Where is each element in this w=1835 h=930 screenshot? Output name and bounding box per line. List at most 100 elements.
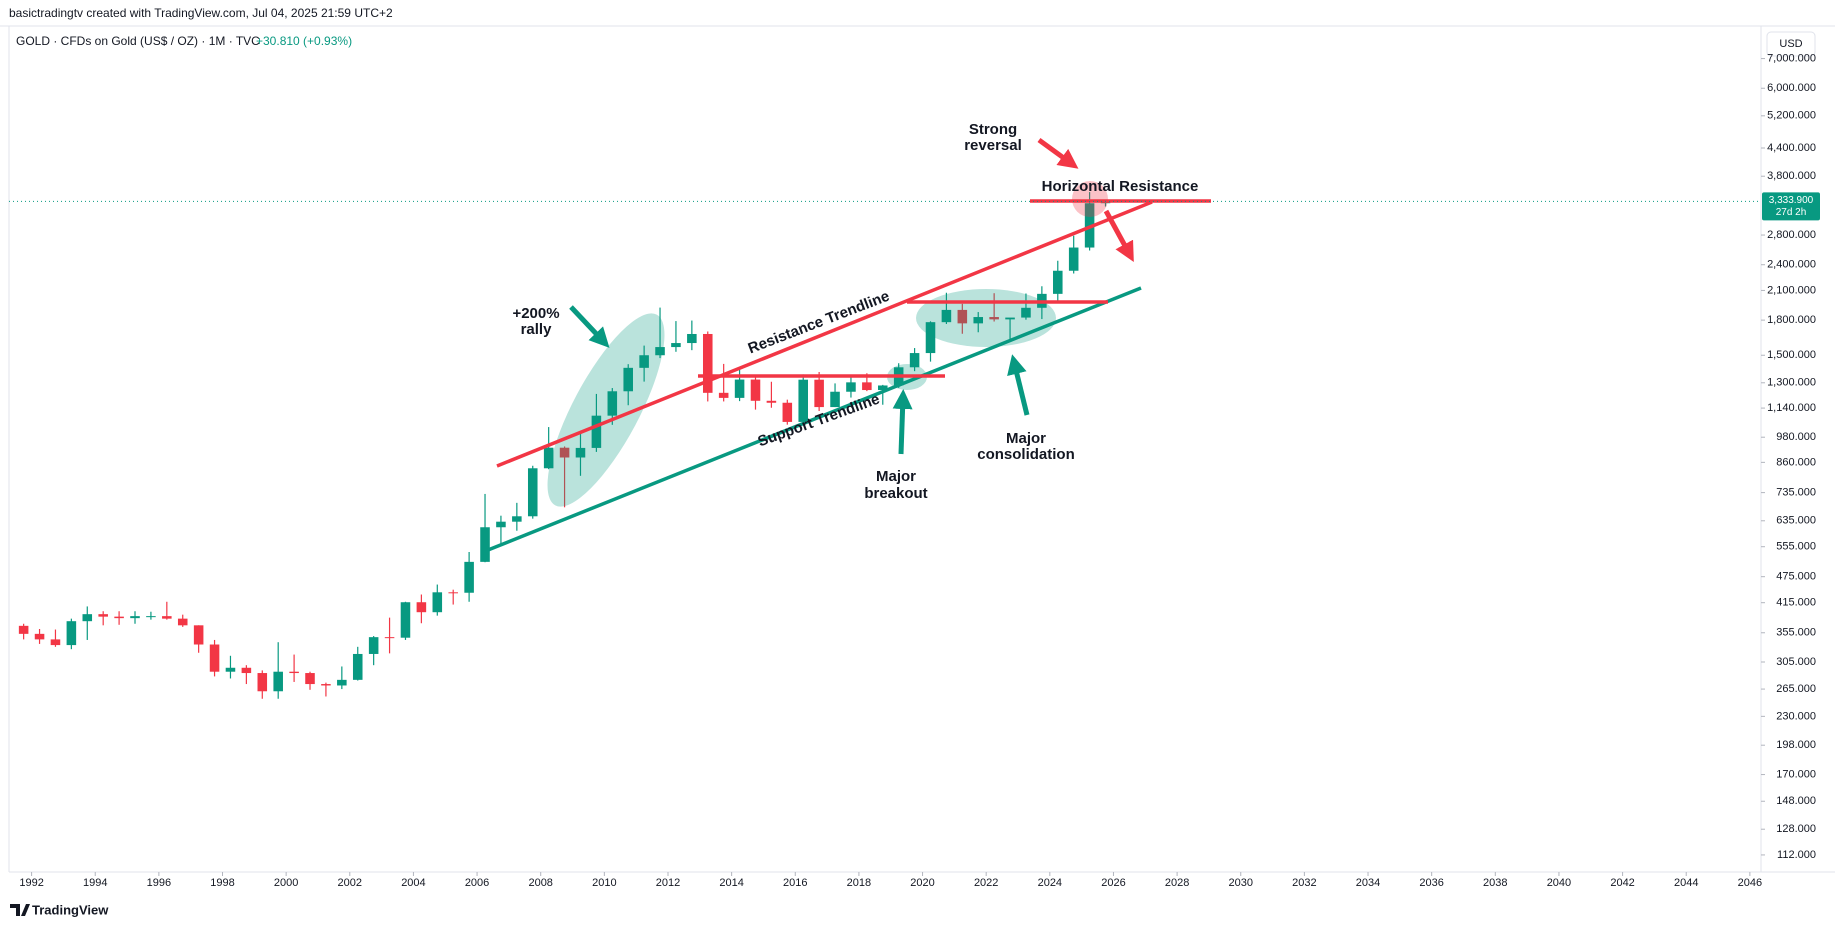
x-tick-label: 2026 (1101, 877, 1125, 889)
x-tick-label: 2020 (910, 877, 934, 889)
x-tick-label: 2016 (783, 877, 807, 889)
candle-body (591, 415, 602, 448)
candle-body (352, 653, 363, 680)
candle-body (146, 616, 156, 618)
x-tick-label: 1994 (83, 877, 107, 889)
y-tick-label: 230.000 (1776, 710, 1816, 722)
candle-body (1005, 317, 1015, 320)
candle-body (18, 625, 29, 634)
candle-body (241, 667, 252, 674)
x-tick-label: 2030 (1229, 877, 1253, 889)
candle-body (909, 353, 920, 368)
annotation: Strong (969, 121, 1017, 138)
x-tick-label: 2014 (719, 877, 743, 889)
x-tick-label: 2000 (274, 877, 298, 889)
y-tick-label: 265.000 (1776, 683, 1816, 695)
candle-body (973, 317, 984, 324)
candle-body (607, 391, 618, 416)
support-trendline (487, 286, 1142, 552)
y-tick-label: 2,100.000 (1767, 284, 1816, 296)
candle-body (512, 516, 522, 522)
annotation: Major (1006, 430, 1046, 447)
candle-body (305, 673, 315, 685)
candle-body (34, 633, 45, 640)
x-tick-label: 1998 (210, 877, 234, 889)
candle-body (957, 309, 968, 324)
x-tick-label: 2024 (1038, 877, 1062, 889)
currency-button[interactable] (1766, 31, 1816, 57)
candle-body (798, 379, 808, 422)
candle-body (527, 468, 538, 517)
candle-body (177, 618, 188, 626)
candle-body (718, 392, 729, 398)
credit: basictradingtv created with TradingView.… (9, 6, 393, 20)
x-tick-label: 1992 (19, 877, 43, 889)
candle-body (114, 616, 124, 619)
annotation: consolidation (977, 446, 1075, 463)
x-tick-label: 2044 (1674, 877, 1698, 889)
brand-logo[interactable]: TradingView (10, 902, 109, 917)
candle-body (559, 447, 570, 458)
candle-body (639, 355, 649, 368)
y-tick-label: 6,000.000 (1767, 82, 1816, 94)
candle-body (130, 616, 140, 619)
candle-body (925, 322, 936, 354)
y-tick-label: 635.000 (1776, 515, 1816, 527)
y-tick-label: 555.000 (1776, 541, 1816, 553)
y-tick-label: 3,800.000 (1767, 170, 1816, 182)
candle-body (337, 679, 347, 686)
candle-body (655, 347, 665, 356)
countdown: 27d 2h (1776, 207, 1807, 218)
brand[interactable]: TradingView (32, 902, 109, 917)
y-tick-label: 4,400.000 (1767, 142, 1816, 154)
x-tick-label: 2036 (1419, 877, 1443, 889)
y-tick-label: 198.000 (1776, 739, 1816, 751)
candle-body (50, 639, 61, 646)
candle-body (1068, 247, 1079, 271)
y-tick-label: 1,300.000 (1767, 377, 1816, 389)
candle-body (1053, 270, 1063, 294)
candle-body (1021, 307, 1031, 318)
y-tick-label: 735.000 (1776, 487, 1816, 499)
candle-body (384, 637, 395, 639)
y-tick-label: 475.000 (1776, 571, 1816, 583)
y-tick-label: 1,500.000 (1767, 349, 1816, 361)
candle-body (400, 602, 411, 638)
x-tick-label: 2008 (528, 877, 552, 889)
y-tick-label: 415.000 (1776, 597, 1816, 609)
last-price-tag (1762, 192, 1820, 221)
x-tick-label: 2042 (1610, 877, 1634, 889)
currency[interactable]: USD (1779, 38, 1802, 50)
y-tick-label: 980.000 (1776, 431, 1816, 443)
annotation: +200% (512, 305, 559, 322)
candle-body (830, 391, 840, 408)
candle-body (989, 317, 999, 320)
annotation: breakout (864, 485, 927, 502)
y-tick-label: 2,800.000 (1767, 229, 1816, 241)
resistance-trendline (496, 200, 1153, 468)
x-tick-label: 2006 (465, 877, 489, 889)
candle-body (782, 402, 793, 422)
x-tick-label: 2018 (847, 877, 871, 889)
candle-body (862, 382, 872, 391)
candle-body (543, 447, 554, 469)
x-tick-label: 2046 (1738, 877, 1762, 889)
x-tick-label: 2032 (1292, 877, 1316, 889)
x-tick-label: 2034 (1356, 877, 1380, 889)
candle-body (702, 333, 713, 393)
x-tick-label: 2002 (338, 877, 362, 889)
candle-body (671, 343, 681, 348)
y-tick-label: 1,800.000 (1767, 314, 1816, 326)
arrow (569, 305, 610, 348)
candle-body (162, 616, 172, 619)
candle-body (877, 385, 888, 391)
rally-highlight (547, 313, 665, 507)
y-tick-label: 1,140.000 (1767, 402, 1816, 414)
price-change: +30.810 (+0.93%) (256, 34, 352, 48)
candle-body (766, 400, 777, 403)
candle-body (575, 447, 586, 458)
y-tick-label: 355.000 (1776, 627, 1816, 639)
annotation: Major (876, 468, 916, 485)
last-price-label: 3,333.900 (1769, 195, 1814, 206)
arrow (1037, 137, 1079, 169)
